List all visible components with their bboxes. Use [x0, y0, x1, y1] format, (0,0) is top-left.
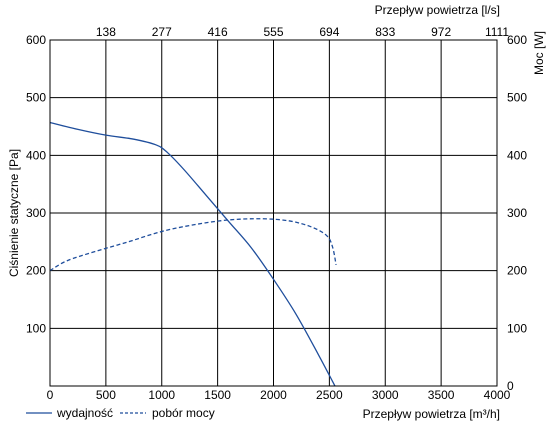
y-left-tick-label: 300 [26, 206, 46, 220]
x-top-tick-label: 555 [263, 25, 283, 39]
x-top-tick-label: 972 [431, 25, 451, 39]
series-layer [49, 121, 337, 387]
y-right-tick-label: 0 [507, 379, 514, 393]
y-axis-right-label: Moc [W] [532, 31, 546, 75]
y-left-tick-label: 500 [26, 91, 46, 105]
y-right-tick-label: 600 [507, 33, 527, 47]
y-right-tick-label: 400 [507, 148, 527, 162]
series-line-pobor-mocy [49, 218, 337, 272]
y-right-tick-label: 200 [507, 264, 527, 278]
x-tick-label: 4000 [484, 388, 511, 402]
y-right-tick-label: 500 [507, 91, 527, 105]
x-top-tick-label: 416 [208, 25, 228, 39]
y-left-tick-label: 100 [26, 321, 46, 335]
x-top-tick-label: 833 [375, 25, 395, 39]
x-top-tick-label: 138 [96, 25, 116, 39]
x-tick-label: 2000 [260, 388, 287, 402]
grid [50, 40, 497, 386]
y-right-tick-label: 100 [507, 321, 527, 335]
x-top-tick-label: 1111 [485, 25, 509, 39]
x-tick-label: 1500 [204, 388, 231, 402]
x-tick-label: 500 [96, 388, 116, 402]
y-left-tick-label: 600 [26, 33, 46, 47]
x-tick-label: 3500 [428, 388, 455, 402]
x-tick-label: 2500 [316, 388, 343, 402]
legend-label-wydajnosc: wydajność [56, 406, 113, 420]
legend: wydajność pobór mocy [26, 406, 215, 420]
x-top-tick-label: 694 [319, 25, 339, 39]
y-left-tick-label: 400 [26, 148, 46, 162]
plot-frame [49, 39, 498, 387]
x-tick-label: 1000 [148, 388, 175, 402]
y-axis-left-label: Ciśnienie statyczne [Pa] [7, 149, 21, 277]
x-tick-label: 0 [47, 388, 54, 402]
x-axis-top-label: Przepływ powietrza [l/s] [375, 3, 500, 17]
y-left-tick-label: 200 [26, 264, 46, 278]
x-top-tick-label: 277 [152, 25, 172, 39]
series-line-wydajnosc [49, 121, 336, 387]
x-tick-label: 3000 [372, 388, 399, 402]
y-right-tick-label: 300 [507, 206, 527, 220]
x-axis-bottom-label: Przepływ powietrza [m³/h] [363, 407, 500, 421]
legend-label-pobor-mocy: pobór mocy [152, 406, 215, 420]
